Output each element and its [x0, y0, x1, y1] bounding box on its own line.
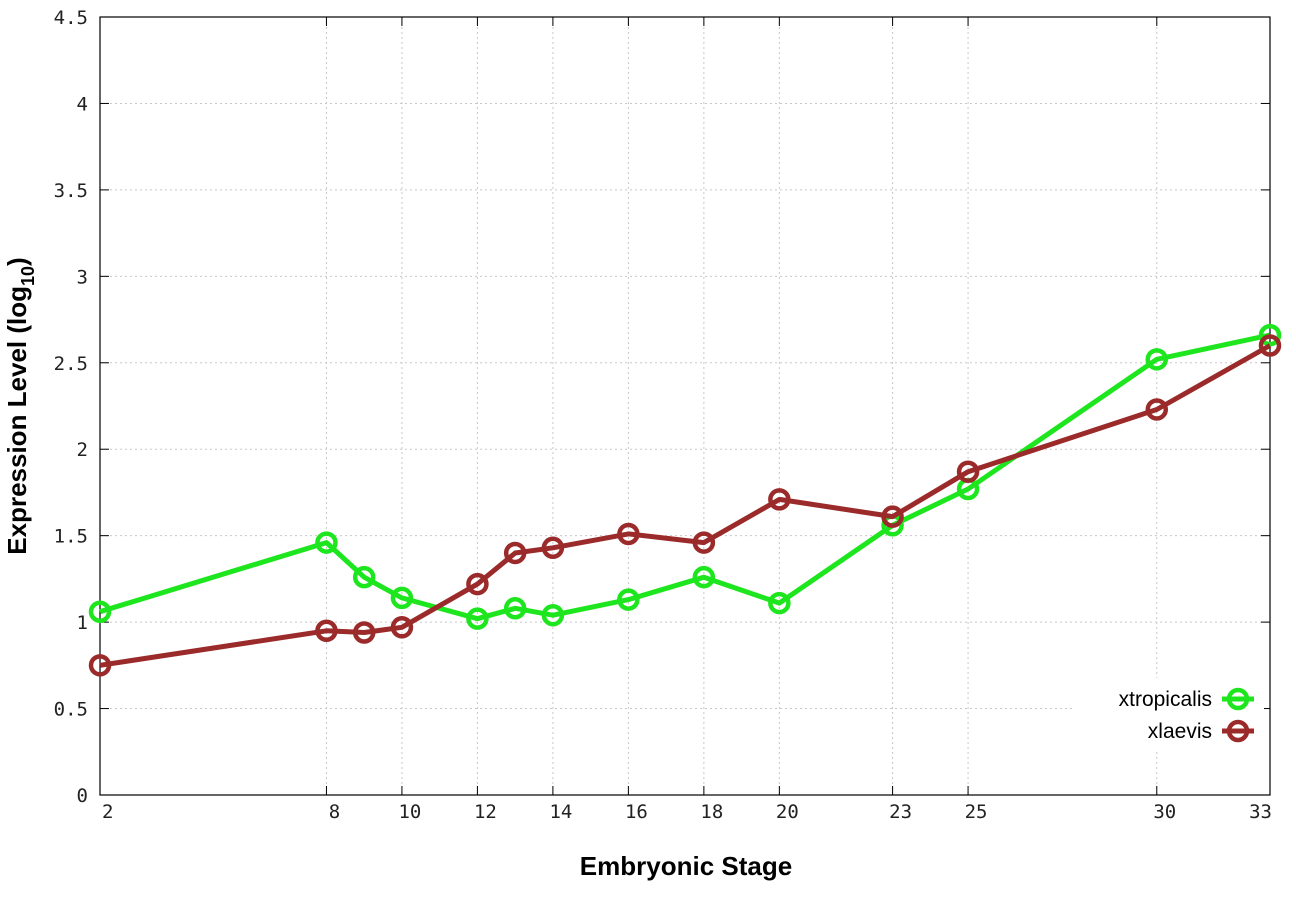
plot-frame	[99, 16, 1271, 796]
y-axis-title: Expression Level (log10)	[2, 257, 38, 554]
x-tick-label: 33	[1249, 801, 1272, 823]
data-point-xtropicalis	[315, 531, 338, 554]
series-xtropicalis	[88, 323, 1282, 630]
grid-lines	[100, 17, 1270, 795]
series-layer	[88, 323, 1282, 677]
series-line-xlaevis	[99, 343, 1272, 668]
data-point-xtropicalis	[352, 565, 376, 589]
data-point-xlaevis	[692, 531, 716, 554]
legend: xtropicalis xlaevis	[1072, 678, 1264, 750]
y-tick-label: 3.5	[54, 180, 88, 202]
series-line-xtropicalis	[99, 332, 1271, 622]
data-point-xlaevis	[956, 460, 980, 483]
data-point-xtropicalis	[617, 588, 640, 611]
data-point-xlaevis	[541, 536, 565, 560]
y-tick-label: 1.5	[54, 526, 88, 548]
x-tick-label: 16	[625, 801, 648, 823]
y-tick-label: 0.5	[54, 699, 88, 721]
data-point-xtropicalis	[541, 603, 565, 627]
x-tick-label: 2	[102, 801, 113, 823]
data-point-xlaevis	[352, 621, 376, 644]
y-tick-label: 4	[77, 93, 88, 115]
data-point-xtropicalis	[1258, 323, 1282, 347]
data-point-xlaevis	[881, 505, 904, 528]
y-axis-title-subscript: 10	[18, 266, 38, 286]
data-point-xlaevis	[390, 616, 414, 639]
data-point-xlaevis	[617, 522, 640, 546]
x-tick-label: 12	[474, 801, 497, 823]
y-axis-title-main: Expression Level (log	[2, 286, 32, 555]
x-axis-title: Embryonic Stage	[580, 851, 792, 881]
data-point-xlaevis	[466, 572, 489, 596]
y-axis-title-close: )	[2, 257, 32, 266]
data-point-xlaevis	[1145, 398, 1169, 421]
data-point-xlaevis	[88, 654, 112, 677]
x-tick-label: 14	[549, 801, 572, 823]
y-tick-label: 4.5	[54, 7, 88, 29]
x-tick-label: 30	[1153, 801, 1176, 823]
data-point-xtropicalis	[692, 565, 716, 589]
x-tick-label: 8	[329, 801, 340, 823]
y-tick-label: 2.5	[54, 353, 88, 375]
legend-marker-xlaevis	[1226, 719, 1250, 743]
data-point-xlaevis	[768, 488, 791, 511]
x-tick-label: 25	[965, 801, 988, 823]
y-tick-label: 2	[77, 439, 88, 461]
data-point-xtropicalis	[390, 586, 414, 610]
data-point-xtropicalis	[1145, 348, 1169, 371]
data-point-xlaevis	[315, 619, 338, 643]
data-point-xtropicalis	[88, 600, 112, 623]
x-tick-label: 23	[889, 801, 912, 823]
data-point-xlaevis	[1258, 334, 1282, 357]
data-point-xtropicalis	[503, 597, 527, 620]
legend-marker-xtropicalis	[1226, 687, 1250, 711]
series-xlaevis	[88, 334, 1282, 677]
legend-label-xlaevis: xlaevis	[1148, 720, 1212, 743]
x-tick-label: 20	[776, 801, 799, 823]
x-tick-label: 10	[398, 801, 421, 823]
y-tick-label: 0	[77, 785, 88, 807]
axis-ticks: 0 0.5 1 1.5 2 2.5 3 3.5 4 4.5 2 8 10 12 14 16 18 20 23 25 30…	[54, 7, 1272, 823]
data-point-xlaevis	[503, 541, 527, 565]
y-tick-label: 3	[77, 266, 88, 288]
legend-label-xtropicalis: xtropicalis	[1119, 688, 1212, 711]
y-tick-label: 1	[77, 612, 88, 634]
x-tick-label: 18	[700, 801, 723, 823]
data-point-xtropicalis	[466, 607, 489, 630]
data-point-xtropicalis	[768, 591, 791, 615]
